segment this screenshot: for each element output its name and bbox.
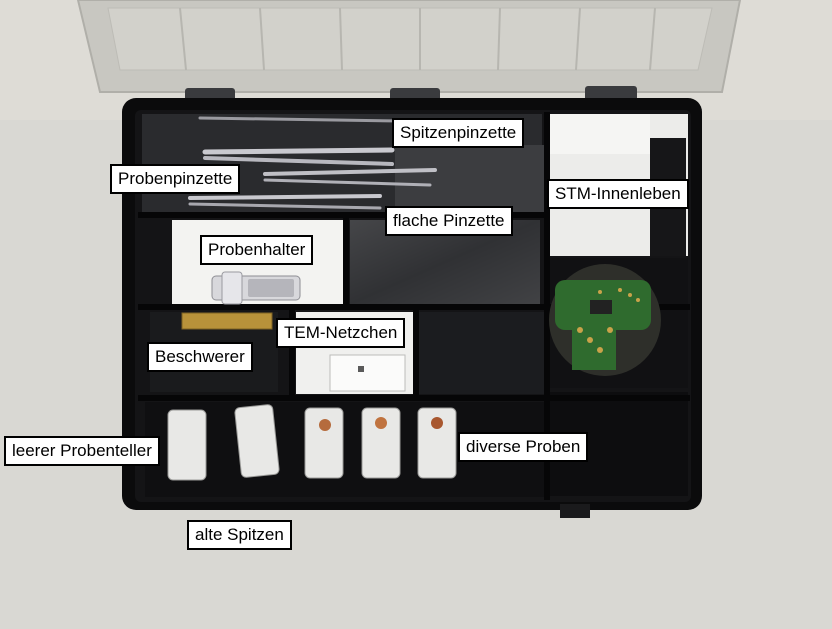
weight-bar <box>181 312 273 330</box>
label-beschwerer: Beschwerer <box>147 342 253 372</box>
label-tem-netzchen: TEM-Netzchen <box>276 318 406 348</box>
tweezers <box>188 116 437 210</box>
label-leerer-probenteller: leerer Probenteller <box>4 436 160 466</box>
case-lid <box>76 0 742 93</box>
label-stm-innenleben: STM-Innenleben <box>547 179 689 209</box>
sample-holder-object <box>211 271 301 305</box>
case-latch <box>560 504 590 518</box>
label-flache-pinzette: flache Pinzette <box>385 206 513 236</box>
label-alte-spitzen: alte Spitzen <box>187 520 292 550</box>
stm-pcb <box>549 264 661 376</box>
label-diverse-proben: diverse Proben <box>458 432 589 462</box>
sample-plates <box>167 404 457 481</box>
label-spitzenpinzette: Spitzenpinzette <box>392 118 525 148</box>
label-probenhalter: Probenhalter <box>200 235 314 265</box>
label-probenpinzette: Probenpinzette <box>110 164 241 194</box>
tem-grid-box <box>329 354 406 392</box>
